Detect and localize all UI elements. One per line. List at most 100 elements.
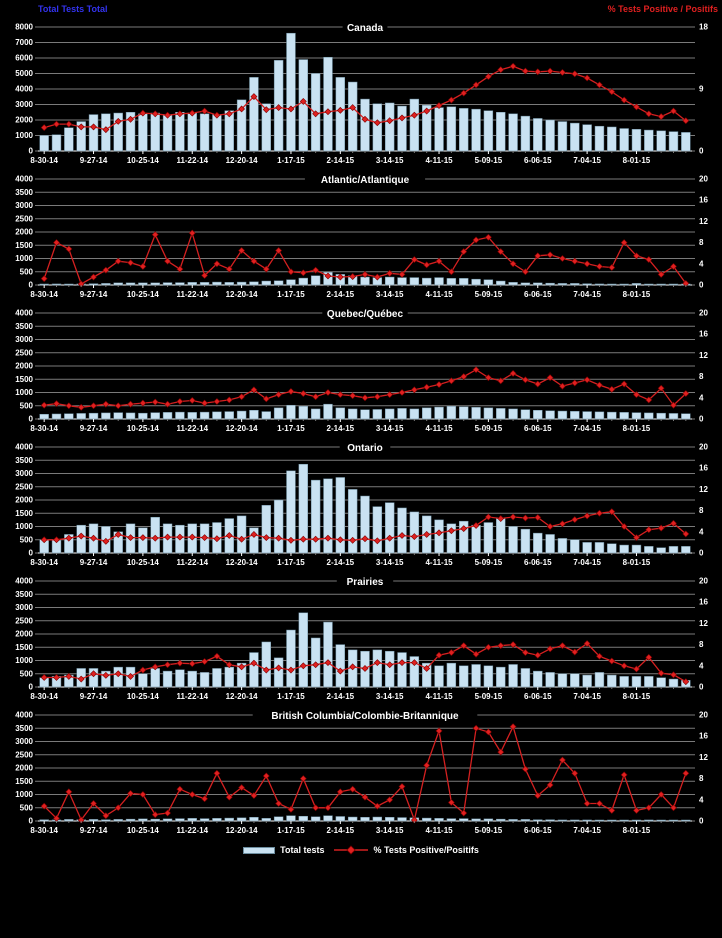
diamond-marker (484, 643, 492, 651)
svg-text:20: 20 (699, 577, 708, 586)
bar (471, 108, 481, 152)
diamond-marker (176, 659, 184, 667)
x-tick-label: 8-30-14 (30, 558, 58, 567)
bar (236, 515, 247, 554)
diamond-marker (423, 261, 431, 269)
diamond-marker (213, 652, 221, 660)
x-tick-label: 2-14-15 (327, 558, 355, 567)
bar (199, 411, 210, 420)
diamond-marker (509, 62, 517, 70)
bar (496, 666, 506, 688)
diamond-marker (361, 535, 369, 543)
diamond-marker (275, 800, 283, 807)
diamond-marker (472, 724, 480, 732)
bar (446, 662, 457, 688)
diamond-marker (447, 268, 455, 276)
diamond-marker (127, 400, 134, 408)
x-tick-label: 3-14-15 (376, 558, 404, 567)
x-tick-label: 3-14-15 (376, 826, 404, 835)
bar (261, 280, 271, 286)
diamond-marker (620, 239, 628, 247)
diamond-marker (164, 809, 171, 817)
bar (323, 403, 333, 420)
svg-text:2500: 2500 (15, 750, 33, 759)
bar (39, 413, 49, 420)
diamond-marker (287, 388, 295, 395)
x-tick-label: 4-11-15 (425, 558, 453, 567)
diamond-marker (670, 107, 677, 115)
bar (631, 819, 642, 822)
svg-text:7000: 7000 (15, 38, 33, 47)
diamond-marker (151, 231, 159, 239)
x-tick-label: 4-11-15 (425, 290, 453, 299)
x-tick-label: 4-11-15 (425, 692, 453, 701)
diamond-marker (349, 536, 357, 544)
bar (644, 546, 654, 554)
bar (644, 283, 654, 286)
bar (162, 114, 173, 152)
diamond-marker (262, 534, 270, 542)
bar (261, 505, 271, 554)
bar (150, 412, 160, 420)
x-tick-label: 8-01-15 (623, 290, 651, 299)
svg-text:3000: 3000 (15, 100, 33, 109)
diamond-marker (287, 105, 295, 113)
gridlines (35, 312, 695, 420)
right-axis-labels: 20 16 12 8 4 0 (699, 577, 708, 692)
diamond-marker (596, 800, 603, 807)
diamond-marker (386, 391, 394, 399)
right-axis-labels: 20 16 12 8 4 0 (699, 309, 708, 424)
bar (459, 108, 469, 152)
bar (434, 107, 444, 152)
svg-text:20: 20 (699, 309, 708, 318)
x-tick-label: 8-01-15 (623, 826, 651, 835)
bar (101, 412, 111, 420)
x-axis-labels: 8-30-14 9-27-14 10-25-14 11-22-14 12-20-14 1-… (30, 419, 687, 433)
bar (236, 281, 247, 286)
diamond-marker (336, 391, 344, 399)
left-axis-labels: 0 500 1000 1500 2000 2500 3000 3500 4000 (15, 443, 33, 558)
svg-text:8: 8 (699, 506, 704, 515)
bar (335, 816, 346, 822)
diamond-marker (546, 781, 554, 789)
bar (224, 666, 234, 688)
bar (298, 612, 308, 688)
diamond-marker (682, 769, 690, 777)
diamond-marker (509, 641, 517, 649)
figure-header: Total Tests Total % Tests Positive / Pos… (0, 3, 722, 17)
bar (668, 131, 679, 152)
bar (384, 276, 395, 286)
diamond-marker (312, 266, 320, 274)
diamond-marker (484, 374, 492, 382)
bar (483, 407, 494, 420)
diamond-marker (460, 642, 468, 650)
bar (545, 672, 555, 688)
diamond-marker (102, 400, 110, 408)
bar (64, 819, 74, 822)
bar (594, 125, 605, 152)
bar (64, 283, 74, 286)
diamond-marker (188, 109, 196, 117)
bar (273, 280, 284, 286)
diamond-marker (583, 376, 591, 384)
bar (496, 518, 506, 554)
bar (397, 277, 407, 286)
svg-text:0: 0 (699, 683, 704, 692)
diamond-marker (213, 769, 221, 777)
diamond-marker (509, 723, 517, 731)
diamond-marker (275, 104, 283, 112)
svg-text:16: 16 (699, 732, 708, 741)
bar (138, 412, 148, 420)
svg-text:3500: 3500 (15, 188, 33, 197)
bar (631, 544, 642, 554)
total-tests-bars (39, 32, 691, 152)
svg-text:500: 500 (20, 401, 34, 410)
bar (138, 282, 148, 286)
bar (631, 676, 642, 688)
bar (236, 817, 247, 822)
x-tick-label: 12-20-14 (226, 156, 259, 165)
bar (286, 279, 296, 286)
diamond-marker (349, 273, 357, 280)
